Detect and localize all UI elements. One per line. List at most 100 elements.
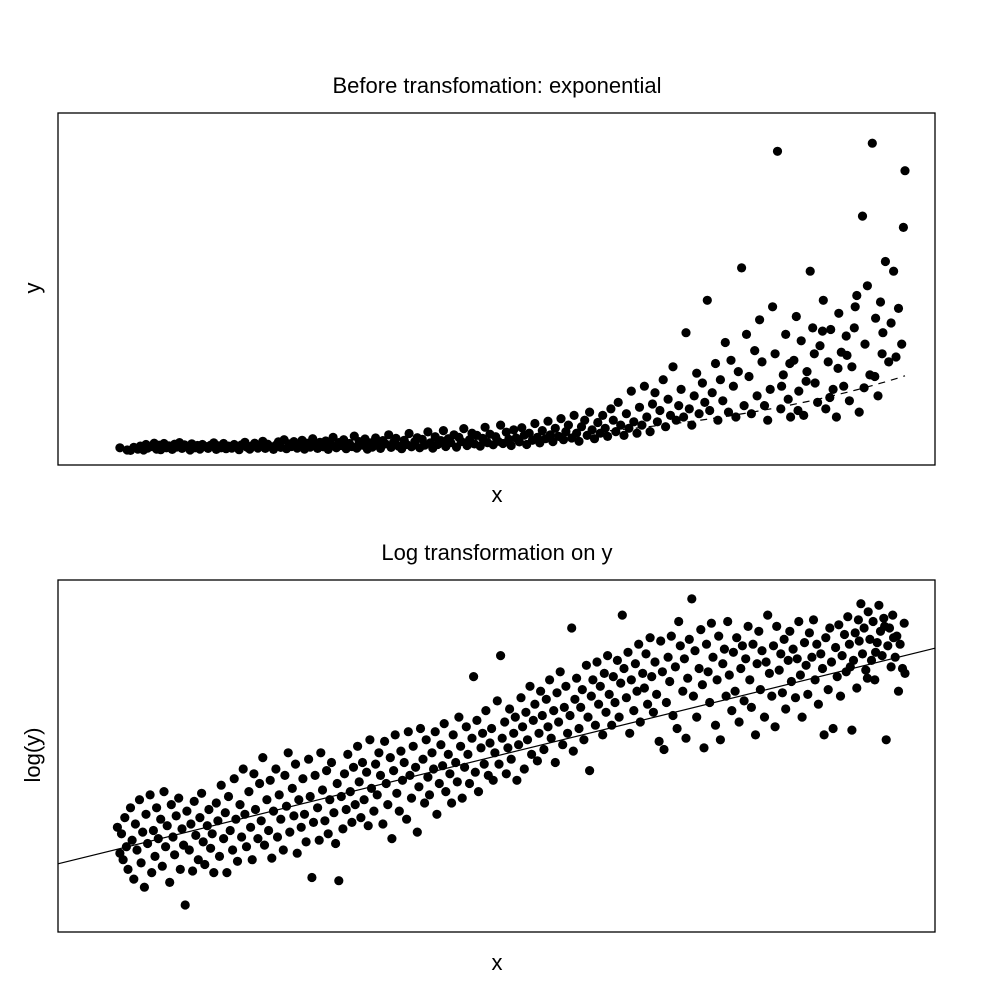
bottom-data-point [150, 851, 160, 862]
bottom-data-point [790, 693, 801, 703]
bottom-data-point [621, 693, 632, 703]
bottom-data-point [353, 741, 363, 751]
bottom-data-point [408, 741, 418, 751]
top-data-point [674, 401, 684, 411]
top-data-point [828, 384, 838, 394]
bottom-data-point [889, 633, 899, 643]
top-data-point [801, 376, 811, 386]
bottom-data-point [614, 712, 624, 722]
bottom-data-point [264, 825, 274, 836]
bottom-data-point [445, 769, 455, 779]
bottom-data-point [363, 821, 373, 831]
bottom-data-point [674, 616, 684, 627]
bottom-data-point [552, 688, 562, 698]
bottom-data-point [880, 621, 890, 632]
bottom-data-point [470, 767, 480, 777]
bottom-data-point [519, 764, 529, 774]
bottom-data-point [378, 819, 388, 829]
bottom-data-point [322, 766, 332, 776]
bottom-data-point [123, 864, 133, 875]
bottom-data-point [774, 665, 784, 675]
bottom-data-point [616, 678, 626, 688]
bottom-data-point [745, 675, 755, 685]
bottom-data-point [274, 790, 284, 800]
top-data-point [480, 422, 490, 432]
bottom-data-point [152, 803, 162, 813]
bottom-data-point [488, 775, 498, 785]
bottom-data-point [647, 672, 657, 682]
bottom-data-point [452, 777, 462, 787]
bottom-data-point [314, 835, 324, 845]
bottom-data-point [332, 778, 342, 789]
bottom-data-point [421, 735, 431, 745]
top-data-point [580, 415, 590, 425]
bottom-data-point [232, 856, 243, 866]
top-data-point [655, 405, 665, 416]
top-chart-y-axis-label: y [20, 283, 45, 294]
bottom-data-point [501, 769, 511, 779]
bottom-data-point [189, 796, 199, 807]
bottom-data-point [574, 723, 584, 734]
bottom-data-point [816, 649, 826, 659]
bottom-data-point [817, 663, 828, 674]
top-data-point [694, 409, 704, 419]
bottom-data-point [536, 686, 546, 696]
bottom-data-point [357, 757, 368, 768]
bottom-data-point [715, 735, 726, 745]
top-data-point [857, 211, 868, 221]
bottom-data-point [461, 722, 471, 732]
bottom-data-point [850, 628, 860, 638]
bottom-data-point [516, 693, 526, 703]
bottom-data-point [145, 790, 155, 800]
bottom-data-point [191, 830, 201, 841]
bottom-data-point [828, 723, 838, 734]
bottom-data-point [883, 641, 893, 651]
bottom-data-point [430, 727, 440, 737]
bottom-data-point [448, 730, 458, 740]
bottom-data-point [463, 749, 473, 760]
bottom-data-point [313, 803, 323, 813]
bottom-data-point [831, 642, 841, 653]
bottom-data-point [681, 733, 691, 743]
bottom-data-point [494, 759, 504, 769]
bottom-data-point [638, 668, 648, 679]
top-data-point [517, 423, 527, 433]
top-data-point [880, 256, 891, 267]
bottom-data-point [761, 657, 771, 667]
top-data-point [793, 405, 803, 416]
bottom-data-point [125, 803, 136, 813]
top-data-point [619, 430, 629, 440]
bottom-data-point [225, 825, 235, 836]
bottom-data-point [652, 689, 662, 700]
bottom-data-point [696, 625, 706, 635]
top-data-point [802, 367, 812, 377]
bottom-data-point [807, 652, 817, 662]
bottom-data-point [724, 670, 734, 680]
bottom-data-point [500, 717, 510, 727]
bottom-data-point [788, 644, 798, 654]
top-data-point [744, 371, 754, 382]
bottom-data-point [563, 728, 573, 738]
bottom-data-point [588, 675, 598, 685]
bottom-data-point [727, 706, 737, 716]
bottom-data-point [767, 691, 777, 701]
bottom-data-point [159, 787, 169, 797]
bottom-data-point [294, 795, 304, 805]
top-chart-frame [57, 112, 936, 466]
bottom-data-point [748, 639, 758, 649]
bottom-data-point [706, 618, 717, 628]
bottom-data-point [180, 900, 190, 910]
top-data-point [808, 323, 818, 333]
bottom-data-point [834, 620, 844, 630]
bottom-data-point [432, 809, 442, 819]
top-data-point [752, 391, 762, 401]
bottom-data-point [539, 744, 549, 755]
bottom-data-point [258, 753, 268, 763]
top-data-point [634, 402, 645, 412]
bottom-data-point [612, 655, 623, 666]
top-data-point [875, 297, 886, 307]
top-data-point [821, 404, 831, 414]
bottom-data-point [165, 877, 175, 888]
bottom-data-point [136, 858, 146, 868]
bottom-data-point [550, 757, 560, 768]
